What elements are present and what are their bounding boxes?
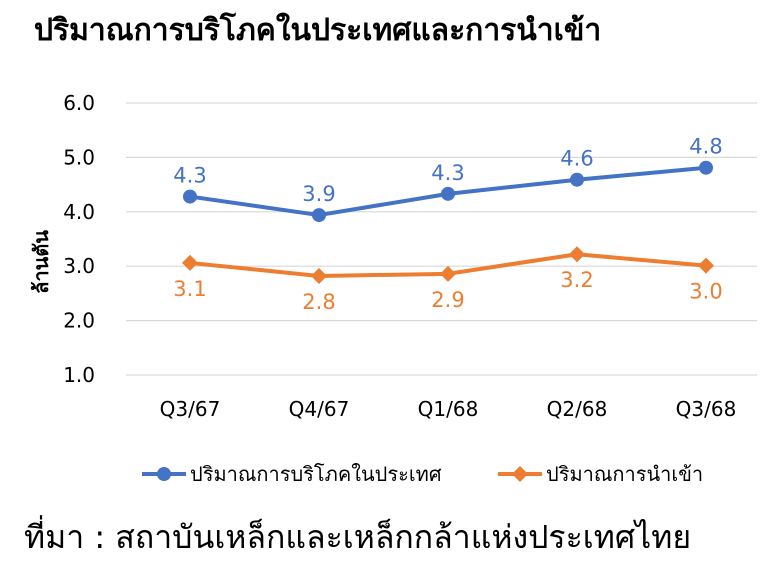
y-tick-label: 6.0 [63, 91, 95, 115]
series-1-point [183, 189, 197, 204]
series-2-data-label: 3.1 [173, 277, 206, 301]
data-label-layer: 4.3 3.9 4.3 4.6 4.8 3.1 2.8 2.9 3.2 3.0 [173, 135, 722, 314]
legend-label-2: ปริมาณการนำเข้า [546, 462, 703, 486]
x-tick-label: Q3/67 [160, 397, 221, 421]
series-1-point [570, 172, 584, 187]
series-2-data-label: 3.0 [689, 280, 722, 304]
series-1-data-label: 4.6 [560, 147, 593, 171]
series-2-data-label: 2.9 [431, 288, 464, 312]
series-2-point [311, 267, 327, 284]
x-tick-label: Q3/68 [676, 397, 737, 421]
legend-marker-2 [512, 466, 528, 482]
series-1-point [699, 160, 713, 175]
y-tick-label: 4.0 [63, 200, 95, 224]
series-1-point [441, 186, 455, 201]
y-tick-label: 2.0 [63, 309, 95, 333]
series-1-data-label: 4.3 [173, 164, 206, 188]
y-axis-ticks: 1.0 2.0 3.0 4.0 5.0 6.0 [63, 91, 95, 387]
series-2-data-label: 3.2 [560, 268, 593, 292]
source-note: ที่มา : สถาบันเหล็กและเหล็กกล้าแห่งประเท… [24, 515, 691, 556]
legend: ปริมาณการบริโภคในประเทศ ปริมาณการนำเข้า [142, 462, 703, 486]
series-2-point [440, 265, 456, 282]
series-2-point [698, 257, 714, 274]
series-1-data-label: 4.3 [431, 161, 464, 185]
y-tick-label: 1.0 [63, 363, 95, 387]
grid-layer [126, 102, 757, 376]
series-2-point [569, 246, 585, 263]
x-tick-label: Q1/68 [418, 397, 479, 421]
series-1-data-label: 4.8 [689, 135, 722, 159]
y-tick-label: 5.0 [63, 145, 95, 169]
y-axis-title: ล้านตัน [29, 230, 53, 294]
x-tick-label: Q4/67 [289, 397, 350, 421]
series-layer [182, 160, 714, 284]
y-tick-label: 3.0 [63, 254, 95, 278]
chart-title: ปริมาณการบริโภคในประเทศและการนำเข้า [34, 11, 601, 48]
series-2-point [182, 254, 198, 271]
legend-marker-1 [157, 467, 171, 481]
series-2-data-label: 2.8 [302, 290, 335, 314]
x-axis-ticks: Q3/67 Q4/67 Q1/68 Q2/68 Q3/68 [160, 397, 737, 421]
x-tick-label: Q2/68 [547, 397, 608, 421]
legend-label-1: ปริมาณการบริโภคในประเทศ [190, 462, 442, 486]
series-1-data-label: 3.9 [302, 182, 335, 206]
series-1-point [312, 208, 326, 223]
